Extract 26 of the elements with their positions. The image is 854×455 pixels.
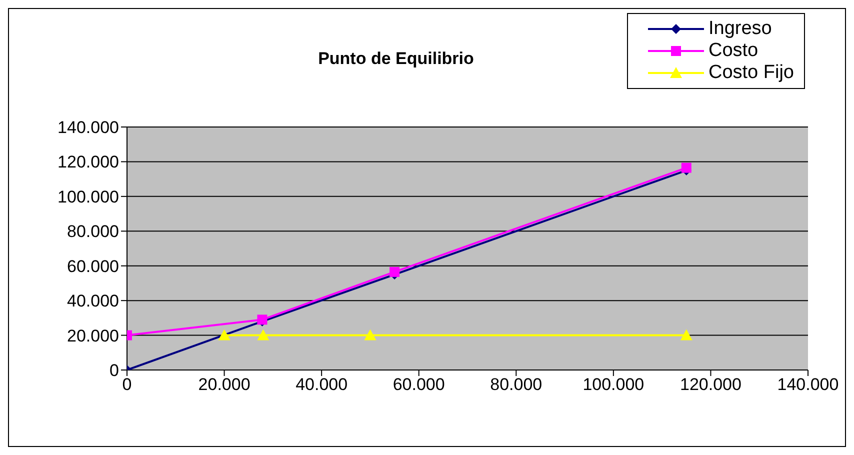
legend-label: Costo Fijo	[708, 62, 794, 84]
x-tick-label: 120.000	[680, 375, 742, 394]
y-tick-label: 60.000	[67, 256, 119, 276]
legend-label: Costo	[708, 40, 758, 62]
x-tick-label: 20.000	[198, 375, 250, 394]
y-tick-label: 40.000	[67, 292, 119, 311]
y-tick-label: 140.000	[58, 118, 119, 138]
x-tick-label: 40.000	[296, 375, 348, 394]
chart-title: Punto de Equilibrio	[317, 49, 475, 69]
legend-label: Ingreso	[708, 18, 772, 40]
point	[364, 329, 376, 340]
point	[257, 329, 270, 340]
x-tick-label: 100.000	[582, 375, 644, 394]
x-tick-label: 140.000	[777, 375, 839, 394]
y-tick-label: 120.000	[58, 152, 119, 172]
point	[680, 329, 692, 340]
point	[218, 329, 230, 340]
y-tick-label: 80.000	[67, 222, 119, 242]
y-tick-label: 100.000	[58, 187, 119, 206]
point	[390, 266, 400, 277]
x-tick-label: 80.000	[490, 375, 542, 394]
y-tick-label: 20.000	[67, 326, 119, 346]
point	[681, 162, 692, 173]
x-tick-label: 60.000	[392, 375, 445, 394]
x-tick-label: 0	[122, 375, 132, 394]
y-tick-label: 0	[110, 361, 119, 380]
